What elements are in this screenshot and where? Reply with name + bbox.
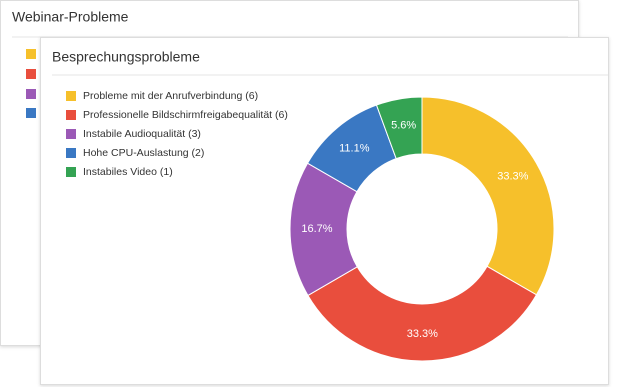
slice	[307, 265, 538, 362]
legend-label: Instabiles Video (1)	[83, 166, 173, 178]
legend-swatch	[66, 91, 76, 101]
slice	[421, 96, 555, 296]
legend-swatch	[66, 110, 76, 120]
slice-label: 11.1%	[339, 143, 370, 155]
slice-label: 5.6%	[391, 120, 416, 132]
slice-label: 16.7%	[301, 223, 332, 235]
legend-swatch	[66, 167, 76, 177]
legend-swatch	[26, 49, 36, 59]
legend-label: Hohe CPU-Auslastung (2)	[83, 147, 204, 159]
slice	[375, 96, 423, 160]
legend-label: Professionelle Bildschirmfreigabequalitä…	[83, 109, 288, 121]
legend-swatch	[26, 69, 36, 79]
legend-label: Instabile Audioqualität (3)	[83, 128, 201, 140]
slice-label: 33.3%	[497, 170, 528, 182]
legend-swatch	[66, 129, 76, 139]
legend-swatch	[26, 89, 36, 99]
chart-title: Besprechungsprobleme	[52, 49, 200, 65]
card-title: Webinar-Probleme	[12, 9, 129, 25]
legend-label: Probleme mit der Anrufverbindung (6)	[83, 90, 258, 102]
legend-swatch	[26, 108, 36, 118]
legend-swatch	[66, 148, 76, 158]
slice-label: 33.3%	[407, 328, 438, 340]
